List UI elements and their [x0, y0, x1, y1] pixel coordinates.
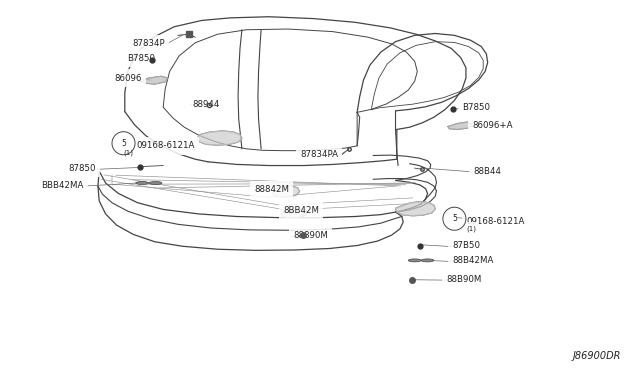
Polygon shape [282, 209, 307, 218]
Text: 88944: 88944 [192, 100, 220, 109]
Text: 86096+A: 86096+A [472, 121, 513, 130]
Text: 5: 5 [121, 139, 126, 148]
Text: 87850: 87850 [68, 164, 96, 173]
Polygon shape [197, 131, 242, 145]
Text: B7850: B7850 [462, 103, 490, 112]
Text: 87834PA: 87834PA [300, 150, 338, 159]
Text: 88B90M: 88B90M [446, 275, 481, 284]
Polygon shape [272, 186, 300, 197]
Text: 86096: 86096 [115, 74, 142, 83]
Polygon shape [396, 202, 435, 216]
Polygon shape [448, 122, 472, 129]
Text: (1): (1) [466, 225, 476, 232]
Text: 09168-6121A: 09168-6121A [466, 217, 524, 226]
Text: 09168-6121A: 09168-6121A [136, 141, 195, 150]
Text: J86900DR: J86900DR [572, 351, 621, 361]
Text: 88842M: 88842M [254, 185, 289, 194]
Ellipse shape [149, 182, 162, 185]
Ellipse shape [421, 259, 434, 262]
Text: 88B44: 88B44 [474, 167, 502, 176]
Text: 88890M: 88890M [293, 231, 328, 240]
Text: 88B42MA: 88B42MA [452, 256, 494, 265]
Polygon shape [140, 76, 168, 84]
Text: BBB42MA: BBB42MA [41, 181, 83, 190]
Ellipse shape [408, 259, 421, 262]
Text: 5: 5 [452, 214, 457, 223]
Text: (1): (1) [124, 150, 134, 156]
Ellipse shape [136, 182, 148, 185]
Text: 8BB42M: 8BB42M [283, 206, 319, 215]
Text: B7850: B7850 [127, 54, 156, 63]
Text: 87B50: 87B50 [452, 241, 481, 250]
Text: 87834P: 87834P [132, 39, 165, 48]
